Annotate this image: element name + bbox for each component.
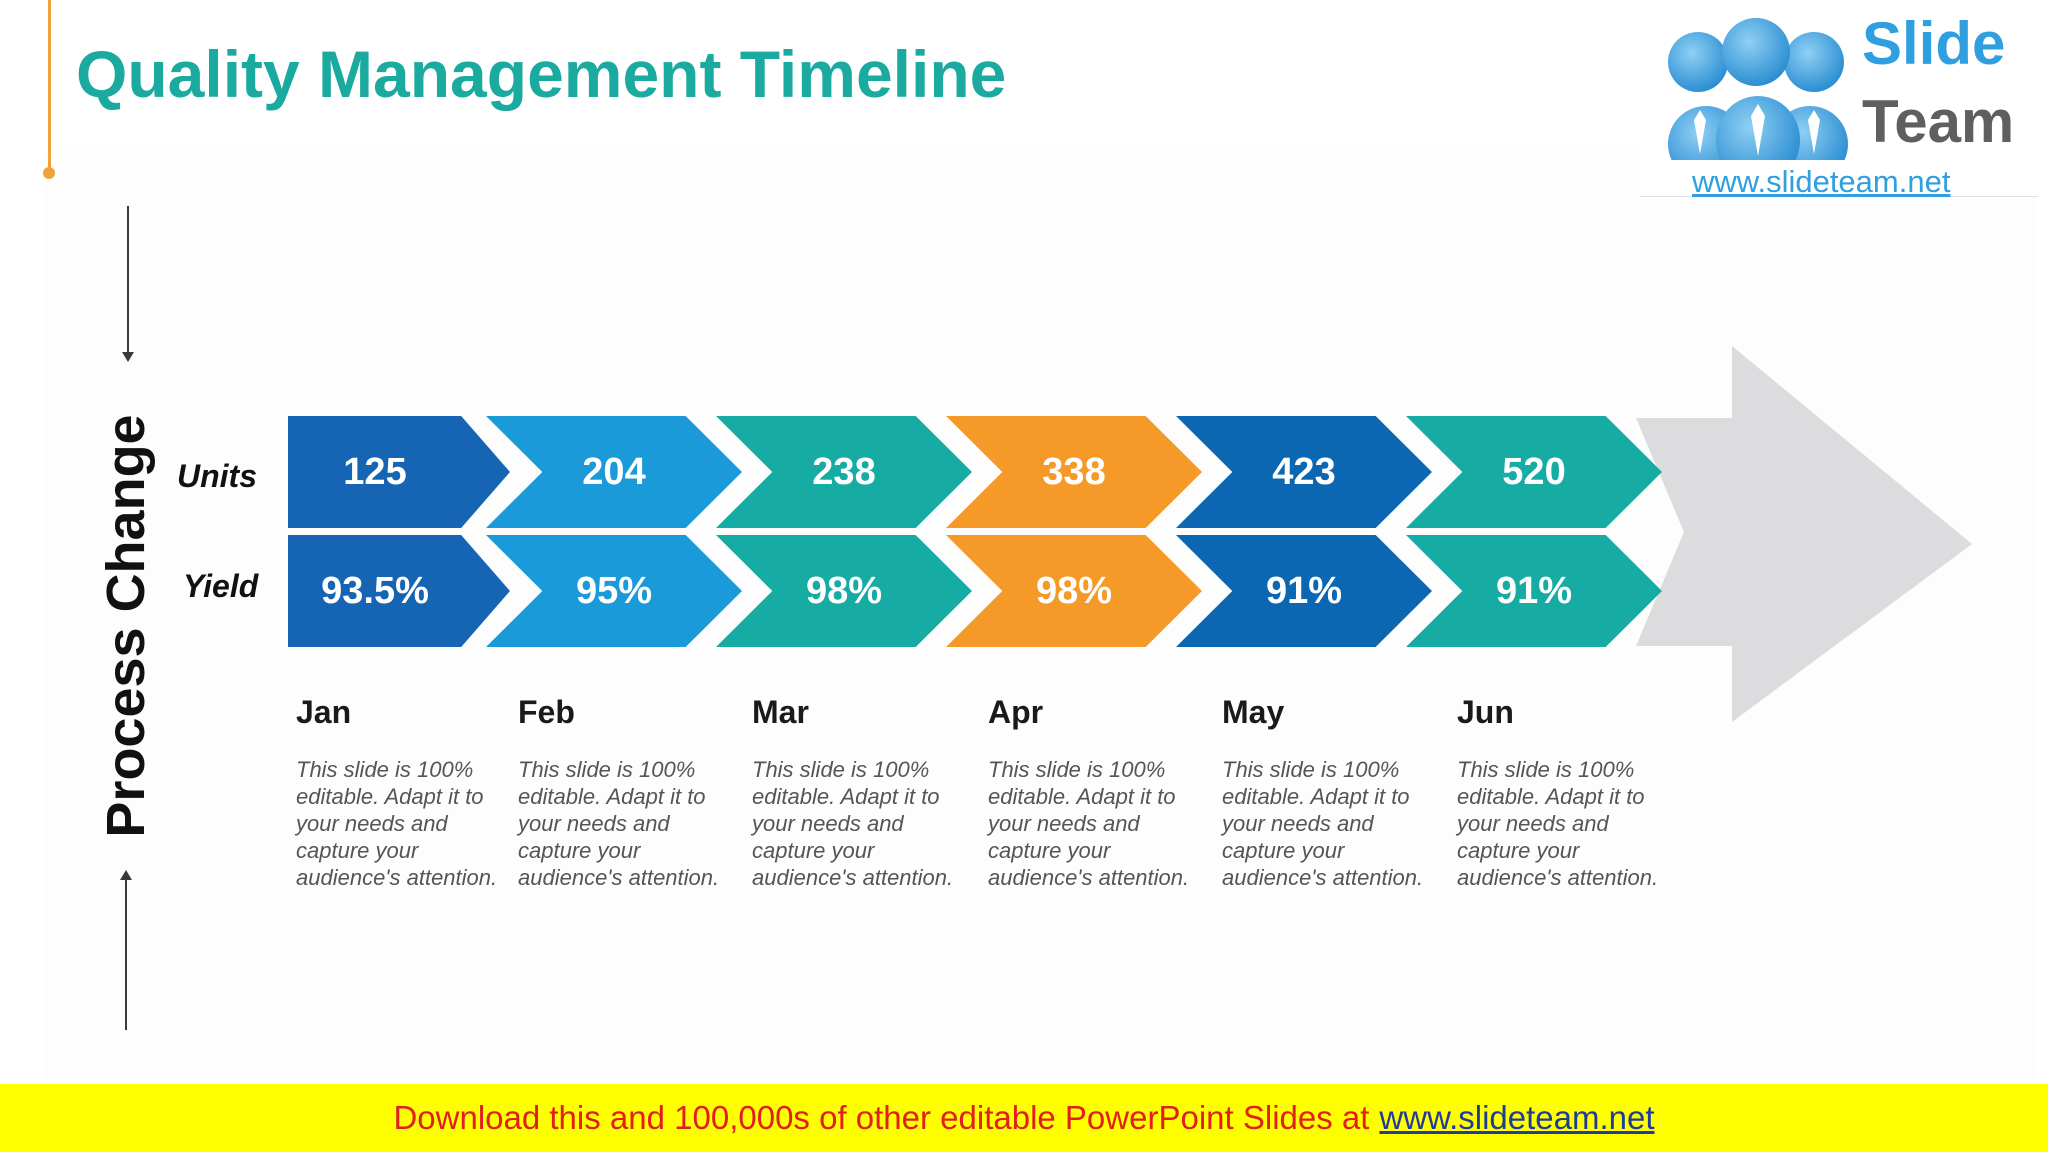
slide-title: Quality Management Timeline	[76, 37, 1007, 111]
footer-banner: Download this and 100,000s of other edit…	[0, 1084, 2048, 1152]
units-value: 125	[343, 450, 407, 493]
arrow-down-icon	[122, 206, 134, 362]
yield-value: 91%	[1265, 569, 1343, 612]
yield-value: 93.5%	[321, 569, 429, 612]
row-label-units: Units	[177, 458, 257, 494]
slideteam-logo[interactable]: Slide Team www.slideteam.net	[1640, 0, 2038, 197]
logo-word-team: Team	[1862, 88, 2015, 155]
chevron-yield-jan: 93.5%	[288, 535, 510, 647]
timeline-arrow-icon	[1636, 346, 1972, 722]
month-description: This slide is 100% editable. Adapt it to…	[1222, 757, 1424, 890]
month-label: Apr	[988, 694, 1044, 730]
month-description: This slide is 100% editable. Adapt it to…	[752, 757, 954, 890]
month-label: Feb	[518, 694, 575, 730]
accent-dot	[43, 167, 55, 179]
units-value: 423	[1272, 450, 1336, 493]
row-label-yield: Yield	[183, 568, 259, 604]
logo-word-slide: Slide	[1862, 10, 2006, 77]
units-value: 204	[582, 450, 646, 493]
month-label: Mar	[752, 694, 809, 730]
yield-value: 98%	[805, 569, 883, 612]
month-description: This slide is 100% editable. Adapt it to…	[518, 757, 720, 890]
yield-value: 98%	[1035, 569, 1113, 612]
month-label: Jan	[296, 694, 352, 730]
footer-link[interactable]: www.slideteam.net	[1379, 1099, 1655, 1136]
units-value: 238	[812, 450, 876, 493]
month-description: This slide is 100% editable. Adapt it to…	[1457, 757, 1659, 890]
people-icon	[1668, 18, 1848, 160]
month-description: This slide is 100% editable. Adapt it to…	[296, 757, 498, 890]
units-value: 520	[1502, 450, 1566, 493]
month-label: May	[1222, 694, 1285, 730]
units-value: 338	[1042, 450, 1106, 493]
process-change-label: Process Change	[96, 414, 156, 838]
logo-url-link[interactable]: www.slideteam.net	[1692, 164, 1951, 199]
yield-value: 91%	[1495, 569, 1573, 612]
arrow-up-icon	[120, 870, 132, 1030]
month-label: Jun	[1457, 694, 1514, 730]
accent-line	[48, 0, 51, 172]
chevron-units-jan: 125	[288, 416, 510, 528]
yield-value: 95%	[575, 569, 653, 612]
month-description: This slide is 100% editable. Adapt it to…	[988, 757, 1190, 890]
footer-text: Download this and 100,000s of other edit…	[393, 1099, 1370, 1136]
